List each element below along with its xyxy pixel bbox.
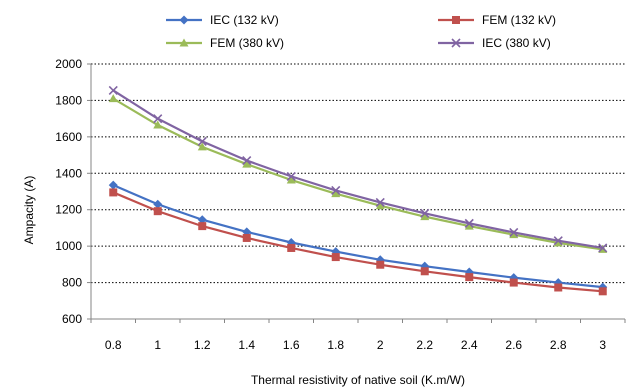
y-axis-title: Ampacity (A): [22, 176, 36, 245]
y-tick-label: 1600: [55, 130, 82, 144]
data-point: [198, 222, 207, 231]
x-tick-label: 0.8: [105, 338, 122, 352]
y-tick-label: 1000: [55, 239, 82, 253]
x-tick-label: 1: [154, 338, 161, 352]
y-tick-label: 1200: [55, 203, 82, 217]
legend-label: FEM (132 kV): [482, 13, 556, 27]
x-tick-label: 2: [377, 338, 384, 352]
data-point: [554, 283, 563, 292]
data-point: [420, 212, 430, 221]
data-point: [197, 215, 207, 225]
x-tick-label: 1.6: [283, 338, 300, 352]
legend-marker: [451, 38, 461, 48]
legend-item: IEC (380 kV): [438, 36, 551, 50]
data-point: [242, 233, 251, 242]
x-tick-label: 1.4: [238, 338, 255, 352]
x-tick-label: 3: [599, 338, 606, 352]
data-point: [286, 175, 296, 184]
data-series: [108, 85, 608, 296]
data-point: [465, 273, 474, 282]
chart-legend: IEC (132 kV) FEM (132 kV) FEM (380 kV) IEC …: [166, 13, 556, 50]
legend-label: FEM (380 kV): [210, 36, 284, 50]
y-tick-label: 600: [62, 312, 82, 326]
x-tick-label: 2.6: [505, 338, 522, 352]
legend-item: IEC (132 kV): [166, 13, 279, 27]
data-point: [197, 142, 207, 151]
data-point: [331, 253, 340, 262]
x-tick-label: 1.8: [327, 338, 344, 352]
data-point: [242, 155, 252, 166]
data-point: [287, 243, 296, 252]
series-line: [112, 191, 603, 293]
data-point: [509, 227, 519, 238]
data-point: [375, 201, 385, 210]
data-point: [420, 208, 430, 218]
legend-item: FEM (132 kV): [438, 13, 556, 27]
y-tick-label: 1800: [55, 93, 82, 107]
data-point: [598, 243, 608, 253]
data-point: [153, 114, 163, 124]
series-3: [108, 85, 608, 253]
gridlines: [91, 63, 625, 284]
legend-label: IEC (132 kV): [210, 13, 279, 27]
legend-marker: [179, 15, 189, 25]
data-point: [331, 189, 341, 198]
data-point: [153, 199, 163, 209]
data-point: [464, 221, 474, 230]
data-point: [286, 171, 296, 181]
data-point: [464, 218, 474, 228]
data-point: [553, 236, 563, 246]
data-point: [242, 159, 252, 168]
series-line: [112, 184, 603, 289]
y-tick-label: 2000: [55, 57, 82, 71]
y-tick-label: 1400: [55, 166, 82, 180]
data-point: [108, 180, 118, 190]
legend-label: IEC (380 kV): [482, 36, 551, 50]
legend-marker: [179, 38, 189, 47]
data-point: [108, 94, 118, 103]
axes: 600 800 1000 1200 1400 1600 1800 2000 0.8 1 1.2 1.4…: [55, 57, 626, 352]
data-point: [153, 207, 162, 216]
x-tick-label: 2.4: [461, 338, 478, 352]
series-line: [112, 97, 603, 251]
data-point: [376, 260, 385, 269]
x-tick-label: 1.2: [194, 338, 211, 352]
data-point: [197, 136, 207, 146]
data-point: [331, 185, 341, 195]
legend-marker: [452, 16, 460, 24]
data-point: [420, 267, 429, 276]
data-point: [509, 230, 519, 239]
x-axis-title: Thermal resistivity of native soil (K.m/…: [251, 373, 465, 387]
x-tick-label: 2.8: [550, 338, 567, 352]
data-point: [375, 197, 385, 207]
legend-item: FEM (380 kV): [166, 36, 284, 50]
data-point: [109, 188, 118, 197]
data-point: [598, 287, 607, 296]
y-tick-label: 800: [62, 276, 82, 290]
x-tick-label: 2.2: [416, 338, 433, 352]
data-point: [153, 120, 163, 129]
series-1: [109, 188, 607, 296]
data-point: [509, 278, 518, 287]
series-line: [112, 89, 603, 250]
data-point: [108, 85, 118, 95]
data-point: [553, 238, 563, 247]
